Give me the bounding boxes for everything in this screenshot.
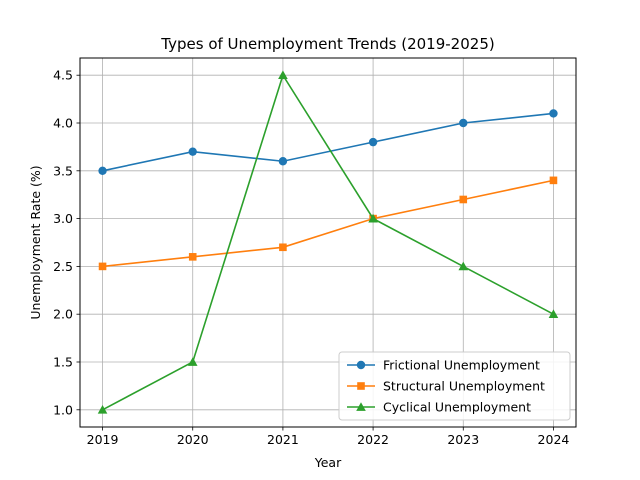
y-tick-label: 3.0 — [53, 211, 73, 226]
legend-entry: Structural Unemployment — [347, 379, 545, 394]
data-point — [549, 109, 558, 118]
legend-label: Structural Unemployment — [383, 379, 545, 394]
data-point — [278, 157, 288, 166]
data-point — [188, 253, 197, 261]
x-tick-label: 2020 — [177, 432, 209, 447]
y-tick-label: 1.0 — [53, 402, 73, 417]
legend-label: Cyclical Unemployment — [383, 400, 531, 415]
y-tick-label: 2.0 — [53, 307, 73, 322]
y-tick-label: 3.5 — [53, 163, 73, 178]
data-point — [279, 243, 287, 252]
legend: Frictional Unemployment Structural Unempl… — [338, 351, 571, 421]
data-point — [98, 262, 107, 271]
legend-marker — [356, 402, 366, 411]
data-point — [459, 195, 468, 204]
data-point — [368, 213, 378, 223]
legend-entry: Cyclical Unemployment — [347, 400, 531, 415]
legend-label: Frictional Unemployment — [383, 358, 540, 373]
data-point — [278, 70, 288, 80]
x-tick-label: 2022 — [357, 432, 389, 447]
data-point — [458, 261, 469, 271]
x-tick-label: 2023 — [447, 432, 479, 447]
x-tick-label: 2021 — [267, 432, 299, 447]
grid — [80, 58, 576, 427]
series-layer — [97, 70, 559, 414]
data-point — [97, 404, 108, 414]
series-line — [102, 179, 554, 268]
x-tick-label: 2024 — [538, 432, 570, 447]
data-point — [187, 357, 198, 366]
series-line — [102, 73, 554, 411]
data-point — [368, 137, 378, 147]
y-tick-label: 2.5 — [53, 259, 73, 274]
plot-area-frame — [79, 57, 577, 428]
x-axis-title: Year — [314, 455, 342, 470]
y-axis-title: Unemployment Rate (%) — [28, 165, 43, 319]
chart-title: Types of Unemployment Trends (2019-2025) — [160, 35, 494, 53]
series-1 — [98, 109, 558, 176]
legend-marker — [357, 382, 365, 390]
legend-marker — [356, 360, 366, 370]
y-tick-label: 4.5 — [53, 68, 73, 83]
axis-ticks: 2019 2020 2021 2022 2023 2024 1.0 1.5 2.0 2.5 3.0 3… — [53, 68, 569, 447]
data-point — [188, 147, 197, 156]
y-tick-label: 4.0 — [53, 116, 73, 131]
legend-box — [338, 351, 571, 421]
y-tick-label: 1.5 — [53, 354, 73, 369]
data-point — [98, 166, 107, 176]
legend-entry: Frictional Unemployment — [347, 358, 540, 373]
series-line — [102, 112, 554, 172]
data-point — [549, 176, 558, 185]
data-point — [459, 118, 468, 128]
series-3 — [97, 70, 559, 414]
data-point — [548, 309, 559, 319]
x-tick-label: 2019 — [87, 432, 119, 447]
